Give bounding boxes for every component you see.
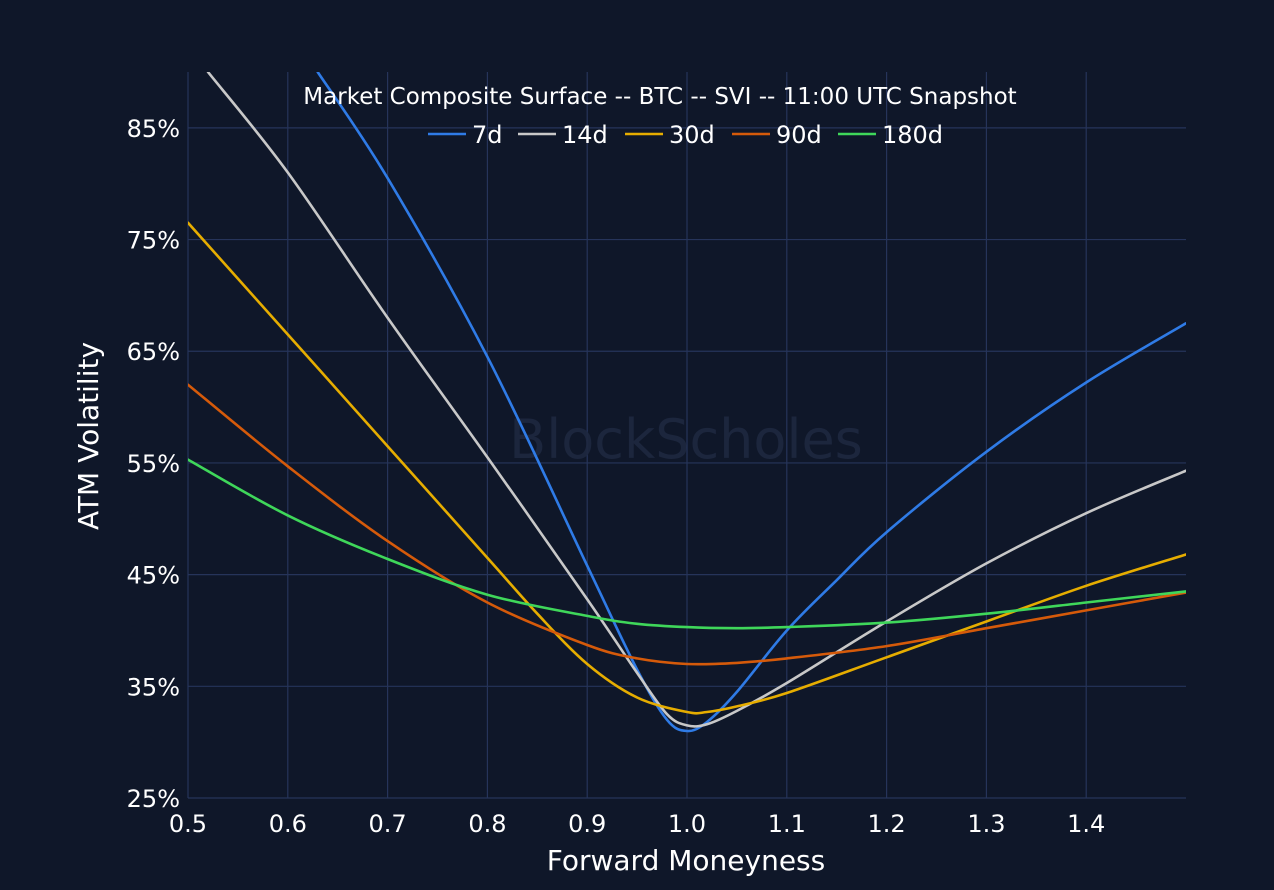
legend-label: 7d — [472, 121, 503, 149]
x-axis-label: Forward Moneyness — [547, 844, 825, 877]
legend-item-90d[interactable]: 90d — [732, 121, 822, 149]
legend-item-180d[interactable]: 180d — [838, 121, 943, 149]
legend-item-7d[interactable]: 7d — [428, 121, 503, 149]
legend[interactable]: 7d 14d 30d 90d 180d — [428, 121, 943, 149]
series-line-14d — [206, 72, 1186, 728]
x-tick-label: 1.4 — [1067, 810, 1105, 838]
series-layer — [188, 72, 1186, 733]
x-tick-label: 0.7 — [369, 810, 407, 838]
y-tick-label: 85% — [127, 115, 180, 143]
x-tick-label: 1.3 — [967, 810, 1005, 838]
series-line-30d — [188, 221, 1186, 715]
x-tick-label: 0.5 — [169, 810, 207, 838]
series-line-180d — [188, 458, 1186, 630]
x-tick-label: 1.2 — [868, 810, 906, 838]
chart-title: Market Composite Surface -- BTC -- SVI -… — [303, 84, 1016, 110]
x-tick-label: 1.0 — [668, 810, 706, 838]
x-tick-label: 1.1 — [768, 810, 806, 838]
y-tick-label: 45% — [127, 562, 180, 590]
legend-label: 90d — [776, 121, 822, 149]
tick-layer: 0.5 0.6 0.7 0.8 0.9 1.0 1.1 1.2 1.3 1.4 25% 35% 45% 5… — [127, 115, 1106, 838]
y-tick-label: 55% — [127, 450, 180, 478]
y-tick-label: 75% — [127, 227, 180, 255]
x-tick-label: 0.9 — [568, 810, 606, 838]
series-line-90d — [188, 383, 1186, 666]
watermark-text: BlockScholes — [509, 408, 863, 471]
grid-layer — [187, 72, 1186, 799]
legend-label: 30d — [669, 121, 715, 149]
series-line-7d — [316, 72, 1186, 733]
x-tick-label: 0.8 — [468, 810, 506, 838]
y-tick-label: 35% — [127, 673, 180, 701]
y-axis-label: ATM Volatility — [72, 342, 105, 530]
legend-label: 180d — [882, 121, 943, 149]
y-tick-label: 65% — [127, 338, 180, 366]
legend-item-14d[interactable]: 14d — [518, 121, 608, 149]
x-tick-label: 0.6 — [269, 810, 307, 838]
legend-item-30d[interactable]: 30d — [625, 121, 715, 149]
legend-label: 14d — [562, 121, 608, 149]
y-tick-label: 25% — [127, 785, 180, 813]
